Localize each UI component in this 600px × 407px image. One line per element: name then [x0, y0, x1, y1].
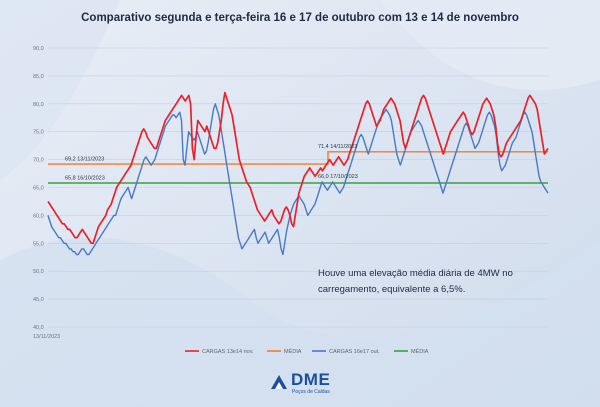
y-tick-label: 65,0	[33, 186, 44, 192]
legend-label: MÉDIA	[411, 348, 429, 355]
legend-label: CARGAS 16e17 out.	[329, 349, 380, 355]
dme-logo-mark	[271, 375, 287, 389]
y-tick-label: 45,0	[33, 297, 44, 303]
legend-label: MÉDIA	[284, 348, 302, 355]
y-tick-label: 50,0	[33, 269, 44, 275]
mean-label: 71,4 14/11/2023	[318, 144, 357, 150]
x-axis-start-label: 13/11/2023	[33, 334, 60, 340]
y-tick-label: 90,0	[33, 46, 44, 52]
logo-subtitle: Poços de Caldas	[292, 389, 330, 395]
logo-name: DME	[291, 370, 331, 389]
gridlines	[48, 47, 548, 328]
y-axis-ticks: 40,0 45,0 50,0 55,0 60,0 65,0 70,0 75,0 80,0 85,0…	[33, 46, 44, 331]
y-tick-label: 55,0	[33, 241, 44, 247]
y-tick-label: 75,0	[33, 130, 44, 136]
y-tick-label: 70,0	[33, 158, 44, 164]
series-line-nov	[47, 91, 549, 245]
annotation-line-1: Houve uma elevação média diária de 4MW n…	[318, 268, 513, 279]
mean-label: 65,8 16/10/2023	[65, 176, 105, 182]
series-lines	[47, 91, 549, 256]
mean-label: 69,2 13/11/2023	[65, 157, 104, 163]
legend: CARGAS 13e14 nov. MÉDIA CARGAS 16e17 out. M…	[185, 348, 429, 355]
dme-logo: DME Poços de Caldas	[270, 370, 350, 400]
y-tick-label: 40,0	[33, 325, 44, 331]
y-tick-label: 80,0	[33, 102, 44, 108]
y-tick-label: 85,0	[33, 74, 44, 80]
y-tick-label: 60,0	[33, 213, 44, 219]
legend-label: CARGAS 13e14 nov.	[202, 349, 254, 355]
mean-labels: 69,2 13/11/2023 65,8 16/10/2023 71,4 14/11…	[65, 144, 358, 182]
chart-title: Comparativo segunda e terça-feira 16 e 1…	[81, 12, 519, 24]
mean-line-orange	[48, 151, 548, 165]
mean-label: 66,0 17/10/2023	[318, 174, 358, 180]
series-line-out	[47, 103, 549, 256]
annotation-line-2: carregamento, equivalente a 6,5%.	[318, 284, 465, 295]
